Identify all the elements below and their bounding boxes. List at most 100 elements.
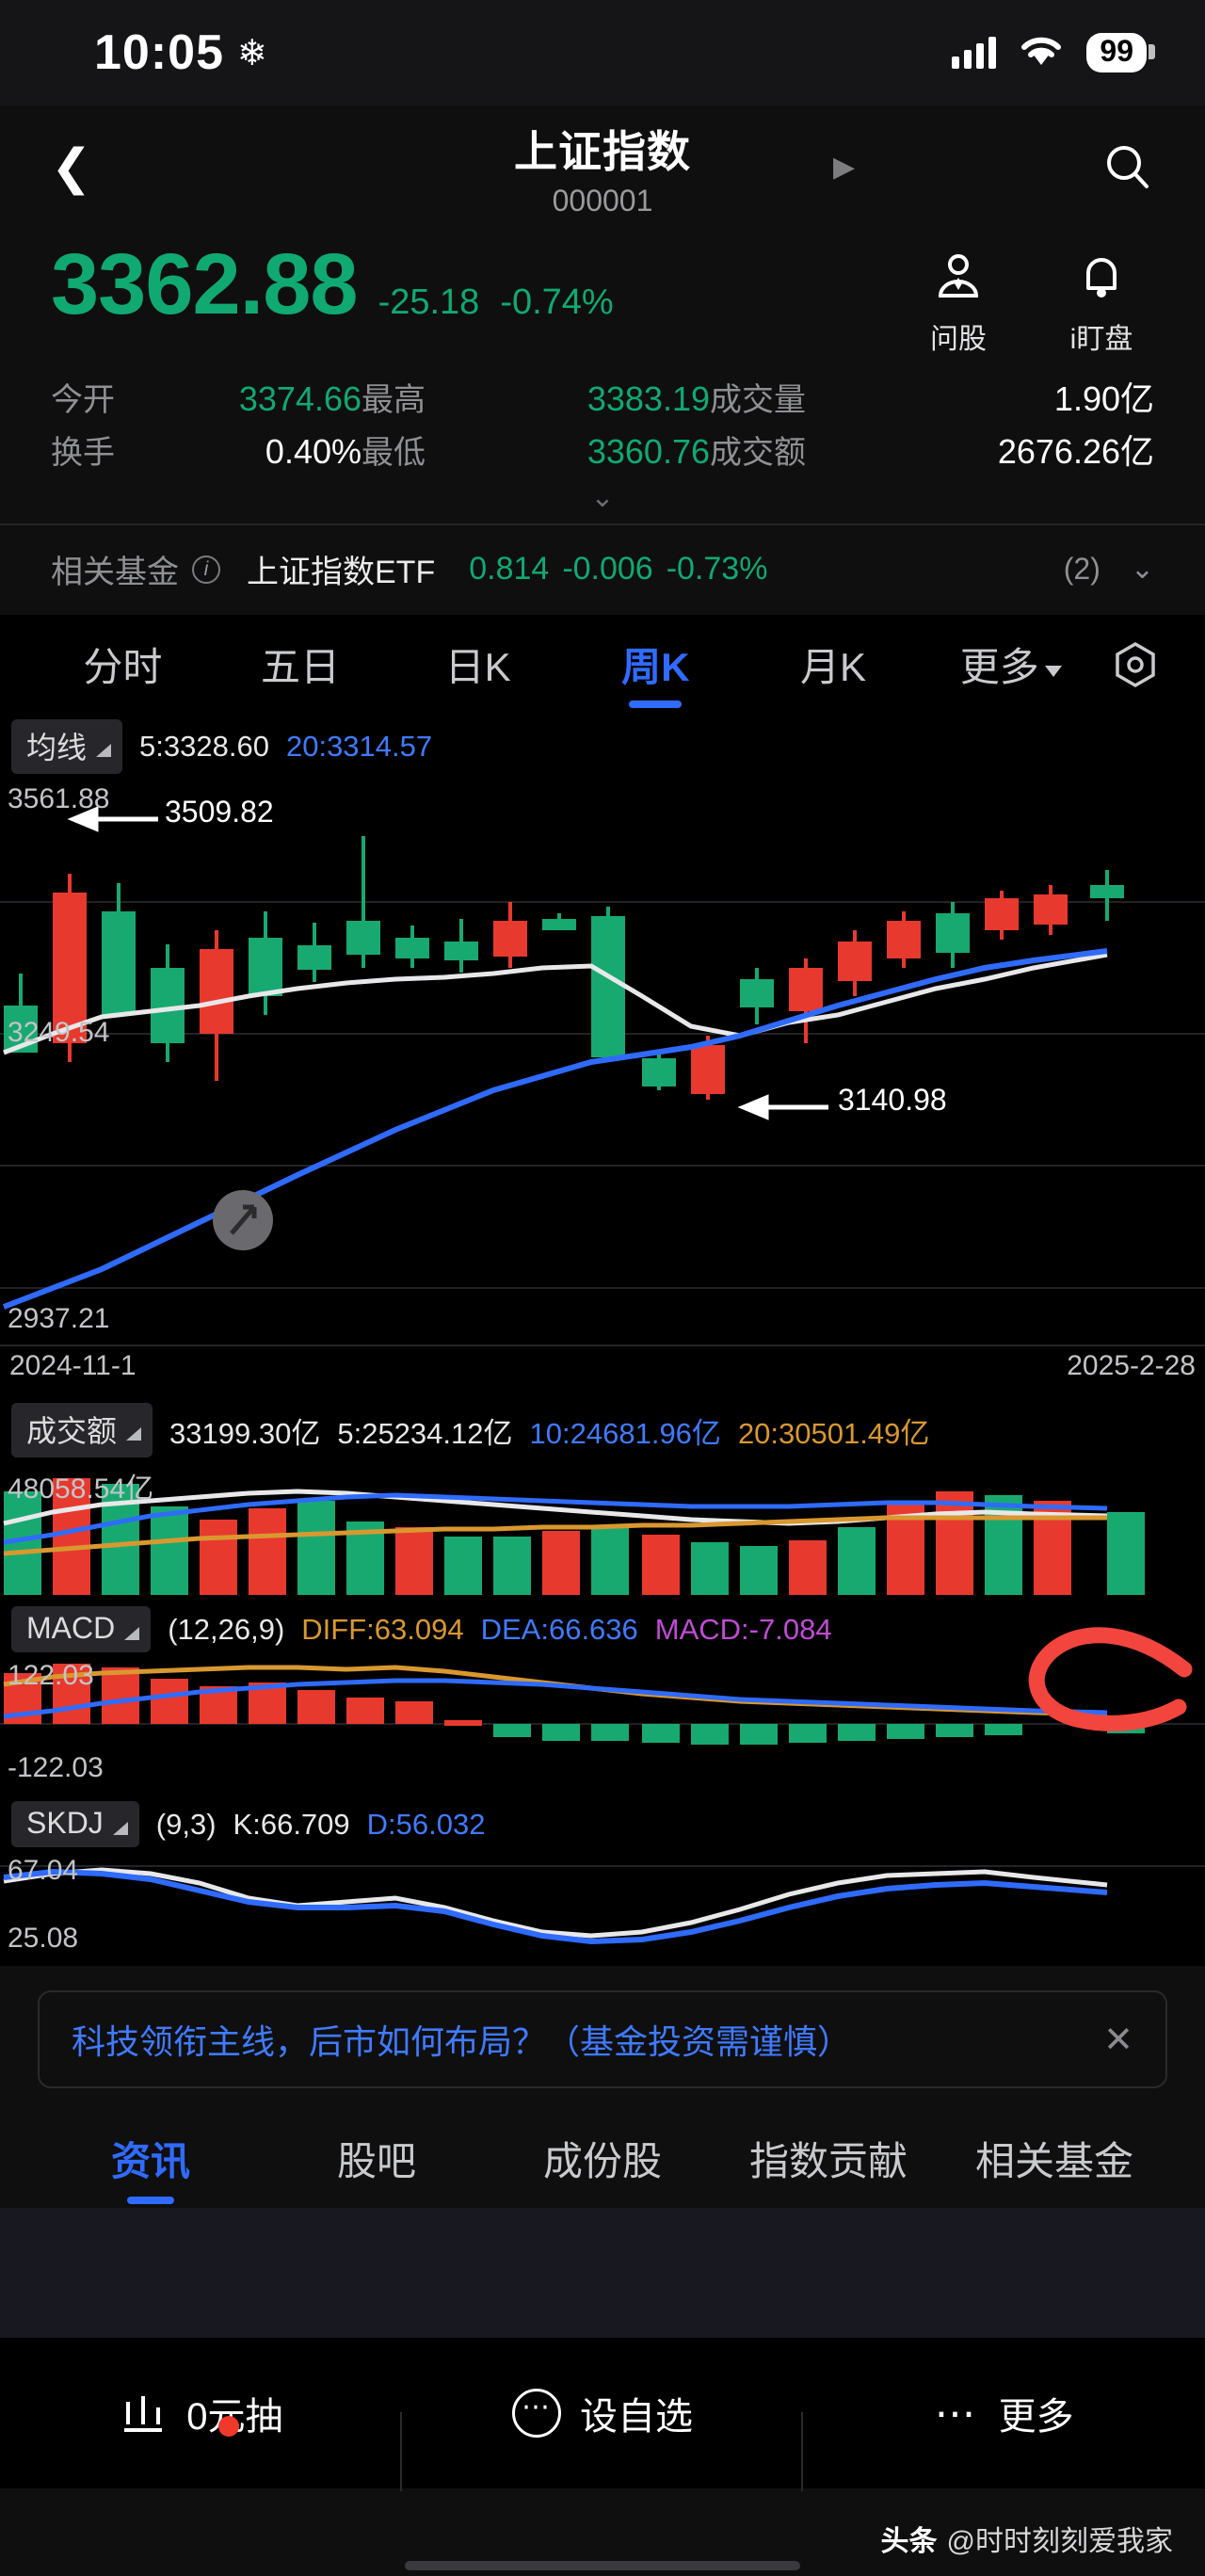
- lottery-button[interactable]: 0元抽: [0, 2386, 402, 2491]
- tab-constituents[interactable]: 成份股: [542, 2139, 662, 2183]
- related-fund-count: (2): [1063, 552, 1101, 586]
- page-title: 上证指数: [514, 126, 691, 176]
- volume-ma10: 10:24681.96亿: [529, 1416, 721, 1450]
- volume-indicator-row: 成交额 33199.30亿 5:25234.12亿 10:24681.96亿 2…: [0, 1392, 1205, 1463]
- monitor-label: i盯盘: [1069, 324, 1133, 355]
- chart-settings-button[interactable]: [1100, 639, 1171, 705]
- chart-area[interactable]: 均线 5:3328.60 20:3314.57: [0, 708, 1205, 1966]
- stats-row: 换手 0.40% 最低 3360.76 成交额 2676.26亿: [51, 423, 1154, 475]
- more-button[interactable]: ⋯ 更多: [803, 2386, 1205, 2440]
- action-divider: [399, 2412, 402, 2491]
- stat-volume-label: 成交量: [710, 382, 806, 418]
- quote-price-group: 3362.88 -25.18 -0.74%: [51, 235, 913, 334]
- skdj-params: (9,3): [155, 1807, 217, 1841]
- ma-panel-button[interactable]: 均线: [11, 719, 123, 774]
- annotation-high: 3509.82: [165, 795, 274, 829]
- related-fund-label: 相关基金: [51, 555, 179, 590]
- person-ask-icon: [938, 254, 979, 298]
- watermark: 头条 @时时刻刻爱我家: [881, 2518, 1173, 2559]
- tab-more-label: 更多: [959, 645, 1039, 689]
- snowflake-icon: ❄: [237, 33, 268, 73]
- volume-total: 33199.30亿: [169, 1416, 321, 1450]
- expand-triangle-icon: [112, 1821, 128, 1835]
- skdj-plot[interactable]: 67.04 25.08: [0, 1853, 1205, 1966]
- macd-plot[interactable]: 122.03 -122.03: [0, 1627, 1205, 1790]
- search-icon[interactable]: [1101, 141, 1154, 194]
- stat-low-label: 最低: [362, 434, 426, 471]
- tab-news[interactable]: 资讯: [38, 2130, 264, 2208]
- promo-text: 科技领衔主线，后市如何布局？（基金投资需谨慎）: [72, 2022, 852, 2061]
- stat-volume-value: 1.90亿: [1053, 379, 1154, 418]
- stat-low-value: 3360.76: [586, 431, 710, 471]
- stat-open-label: 今开: [51, 381, 115, 418]
- stat-amount-value: 2676.26亿: [997, 432, 1154, 471]
- nav-bar: ❮ 上证指数 000001 ▶: [0, 105, 1205, 230]
- tab-related-funds[interactable]: 相关基金: [974, 2139, 1133, 2183]
- info-circle-icon[interactable]: i: [192, 555, 220, 584]
- home-indicator: [405, 2561, 800, 2570]
- status-bar-time-group: 10:05 ❄: [94, 24, 268, 81]
- stat-turnover-rate: 换手 0.40%: [51, 427, 362, 473]
- volume-panel-button[interactable]: 成交额: [11, 1403, 153, 1457]
- macd-indicator-row: MACD (12,26,9) DIFF:63.094 DEA:66.636 MA…: [0, 1595, 1205, 1658]
- bar-chart-icon: [124, 2396, 163, 2432]
- macd-panel-button[interactable]: MACD: [11, 1606, 152, 1652]
- volume-ma20: 20:30501.49亿: [737, 1416, 930, 1450]
- candlestick-plot[interactable]: 3561.88 3249.54 2937.21 3509.82 3140.98: [0, 780, 1205, 1344]
- tab-forum[interactable]: 股吧: [336, 2139, 416, 2183]
- tab-index-contribution[interactable]: 指数贡献: [748, 2139, 908, 2183]
- tab-news-label: 资讯: [110, 2139, 190, 2183]
- tab-daily-k[interactable]: 日K: [444, 645, 511, 689]
- tab-minute[interactable]: 分时: [83, 645, 163, 689]
- circle-dots-icon: ⋯: [512, 2389, 561, 2438]
- macd-axis-max: 122.03: [8, 1660, 94, 1691]
- action-divider: [801, 2412, 804, 2491]
- add-watchlist-button[interactable]: ⋯ 设自选: [402, 2386, 804, 2491]
- tab-weekly-k[interactable]: 周K: [567, 636, 745, 708]
- expand-triangle-icon: [126, 1427, 142, 1441]
- back-chevron-icon[interactable]: ❮: [51, 140, 92, 195]
- ask-stock-button[interactable]: 问股: [913, 252, 1004, 357]
- volume-ma5: 5:25234.12亿: [337, 1416, 513, 1450]
- hexagon-settings-icon: [1116, 641, 1155, 687]
- volume-axis-max: 48058.54亿: [8, 1473, 154, 1505]
- quote-stats: 今开 3374.66 最高 3383.19 成交量 1.90亿 换手 0.40%…: [0, 357, 1205, 514]
- active-tab-underline: [629, 700, 683, 708]
- skdj-k: K:66.709: [233, 1807, 350, 1841]
- chart-period-tabs: 分时 五日 日K 周K 月K 更多: [0, 615, 1205, 708]
- ellipsis-icon: ⋯: [934, 2390, 980, 2437]
- promo-banner[interactable]: 科技领衔主线，后市如何布局？（基金投资需谨慎） ✕: [38, 1990, 1167, 2088]
- stat-high-value: 3383.19: [586, 378, 710, 418]
- ask-stock-label: 问股: [930, 324, 987, 355]
- annotation-low: 3140.98: [838, 1083, 947, 1117]
- tab-monthly-k[interactable]: 月K: [800, 645, 867, 689]
- related-fund-change: -0.006: [562, 551, 653, 587]
- volume-plot[interactable]: 48058.54亿: [0, 1463, 1205, 1595]
- macd-diff: DIFF:63.094: [301, 1612, 464, 1646]
- related-fund-chevron-down-icon[interactable]: ⌄: [1130, 554, 1154, 585]
- skdj-panel-label: SKDJ: [26, 1806, 104, 1840]
- macd-value: MACD:-7.084: [654, 1612, 832, 1646]
- price-axis-mid: 3249.54: [8, 1017, 110, 1048]
- close-x-icon[interactable]: ✕: [1103, 2020, 1133, 2060]
- related-fund-row[interactable]: 相关基金 i 上证指数ETF 0.814 -0.006 -0.73% (2) ⌄: [0, 525, 1205, 615]
- nav-title-group: 上证指数 000001: [0, 118, 1205, 218]
- chart-start-date: 2024-11-1: [9, 1350, 137, 1381]
- expand-stats-chevron-down-icon[interactable]: ⌄: [590, 482, 615, 513]
- play-triangle-icon[interactable]: ▶: [833, 152, 856, 183]
- watermark-logo: 头条: [880, 2526, 938, 2557]
- monitor-button[interactable]: i盯盘: [1056, 252, 1147, 357]
- ma20-value: 20:3314.57: [285, 730, 433, 763]
- skdj-panel-button[interactable]: SKDJ: [11, 1801, 139, 1847]
- cellular-signal-icon: [952, 37, 997, 69]
- stats-row: 今开 3374.66 最高 3383.19 成交量 1.90亿: [51, 370, 1154, 423]
- quote-actions: 问股 i盯盘: [913, 235, 1154, 357]
- last-price: 3362.88: [51, 236, 359, 332]
- section-divider: [0, 523, 1205, 525]
- stat-turnover-rate-value: 0.40%: [265, 431, 362, 471]
- tab-more[interactable]: 更多: [922, 636, 1100, 708]
- tab-five-day[interactable]: 五日: [261, 645, 341, 689]
- stat-open: 今开 3374.66: [51, 374, 362, 420]
- expand-triangle-icon: [96, 744, 112, 757]
